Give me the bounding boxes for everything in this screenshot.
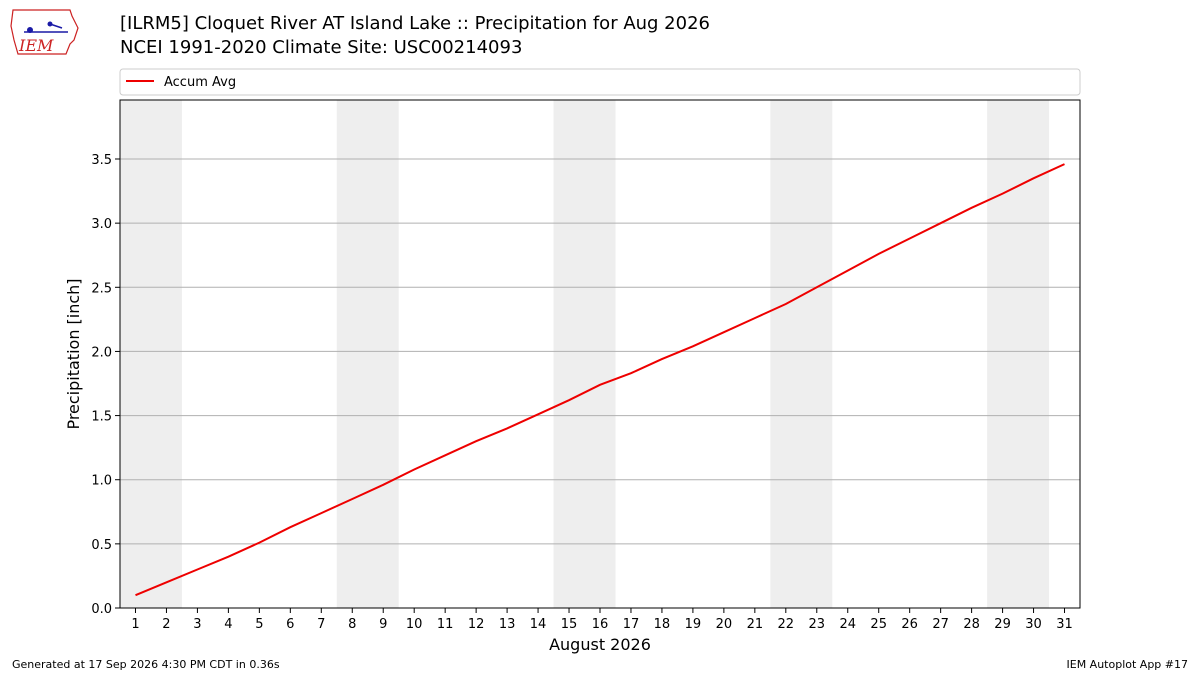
data-point-16 [599, 384, 601, 386]
y-tick-label-1: 0.5 [91, 538, 112, 553]
data-point-10 [413, 468, 415, 470]
data-point-19 [692, 345, 694, 347]
x-tick-label-4: 4 [224, 617, 232, 632]
data-point-6 [289, 526, 291, 528]
data-point-4 [227, 556, 229, 558]
x-tick-label-5: 5 [255, 617, 263, 632]
data-point-25 [878, 253, 880, 255]
x-axis-ticks: 1 2 3 4 5 6 7 8 9 10 11 12 13 14 15 16 17 18 19 20 21 22 23 24 2… [131, 608, 1073, 632]
data-point-24 [847, 270, 849, 272]
y-tick-label-2: 1.0 [91, 474, 112, 489]
series-line-accum-avg [135, 163, 1065, 597]
weekend-shade-2 [336, 100, 399, 608]
y-gridlines [120, 158, 1080, 545]
data-point-29 [1002, 193, 1004, 195]
x-tick-label-31: 31 [1056, 617, 1073, 632]
y-tick-label-0: 0.0 [91, 602, 112, 617]
logo-text: IEM [18, 36, 54, 55]
x-tick-label-21: 21 [747, 617, 764, 632]
x-tick-label-13: 13 [499, 617, 516, 632]
data-point-11 [444, 454, 446, 456]
data-point-1 [134, 594, 136, 596]
y-axis-label: Precipitation [inch] [64, 278, 83, 429]
y-tick-label-3: 1.5 [91, 410, 112, 425]
x-tick-label-19: 19 [685, 617, 702, 632]
x-tick-label-3: 3 [193, 617, 201, 632]
x-tick-label-2: 2 [162, 617, 170, 632]
y-tick-label-6: 3.0 [91, 217, 112, 232]
weekend-shade-4 [770, 100, 833, 608]
data-point-22 [785, 303, 787, 305]
generated-timestamp: Generated at 17 Sep 2026 4:30 PM CDT in … [12, 658, 280, 671]
y-tick-label-5: 2.5 [91, 281, 112, 296]
data-point-5 [258, 542, 260, 544]
data-point-28 [971, 207, 973, 209]
chart-title-line2: NCEI 1991-2020 Climate Site: USC00214093 [120, 37, 523, 58]
data-point-18 [661, 358, 663, 360]
x-tick-label-23: 23 [809, 617, 826, 632]
legend: Accum Avg [119, 68, 1081, 96]
data-point-20 [723, 331, 725, 333]
data-point-23 [816, 286, 818, 288]
data-point-21 [754, 317, 756, 319]
y-axis-ticks: 0.0 0.5 1.0 1.5 2.0 2.5 3.0 3.5 [91, 153, 120, 617]
x-tick-label-28: 28 [963, 617, 980, 632]
data-point-13 [506, 427, 508, 429]
autoplot-app-label: IEM Autoplot App #17 [1066, 658, 1189, 671]
weekend-shade-3 [553, 100, 616, 608]
iem-logo: IEM [8, 6, 82, 58]
data-point-14 [537, 413, 539, 415]
data-point-2 [165, 581, 167, 583]
data-point-8 [351, 498, 353, 500]
x-tick-label-11: 11 [437, 617, 454, 632]
weekend-shade-1 [120, 100, 182, 608]
data-point-30 [1033, 177, 1035, 179]
data-point-26 [909, 238, 911, 240]
x-tick-label-26: 26 [901, 617, 918, 632]
weekend-shading [120, 100, 1050, 608]
data-point-31 [1064, 163, 1066, 165]
x-tick-label-14: 14 [530, 617, 547, 632]
x-tick-label-15: 15 [561, 617, 578, 632]
data-point-12 [475, 440, 477, 442]
x-tick-label-22: 22 [778, 617, 795, 632]
data-point-15 [568, 399, 570, 401]
x-tick-label-6: 6 [286, 617, 294, 632]
chart-title-line1: [ILRM5] Cloquet River AT Island Lake :: … [120, 13, 710, 34]
x-tick-label-1: 1 [131, 617, 139, 632]
x-tick-label-30: 30 [1025, 617, 1042, 632]
x-tick-label-12: 12 [468, 617, 485, 632]
y-tick-label-4: 2.0 [91, 345, 112, 360]
x-tick-label-7: 7 [317, 617, 325, 632]
data-point-17 [630, 372, 632, 374]
x-tick-label-10: 10 [406, 617, 423, 632]
x-tick-label-17: 17 [623, 617, 640, 632]
x-axis-label: August 2026 [549, 635, 651, 654]
data-point-3 [196, 569, 198, 571]
x-tick-label-9: 9 [379, 617, 387, 632]
weekend-shade-5 [987, 100, 1050, 608]
data-point-7 [320, 512, 322, 514]
y-tick-label-7: 3.5 [91, 153, 112, 168]
legend-label-accum-avg: Accum Avg [164, 75, 236, 90]
x-tick-label-24: 24 [839, 617, 856, 632]
x-tick-label-18: 18 [654, 617, 671, 632]
data-point-27 [940, 222, 942, 224]
legend-box [119, 68, 1081, 96]
x-tick-label-8: 8 [348, 617, 356, 632]
x-tick-label-27: 27 [932, 617, 949, 632]
x-tick-label-20: 20 [716, 617, 733, 632]
x-tick-label-25: 25 [870, 617, 887, 632]
x-tick-label-29: 29 [994, 617, 1011, 632]
iowa-state-outline-weather-icon: IEM [10, 9, 79, 55]
x-tick-label-16: 16 [592, 617, 609, 632]
data-point-9 [382, 484, 384, 486]
